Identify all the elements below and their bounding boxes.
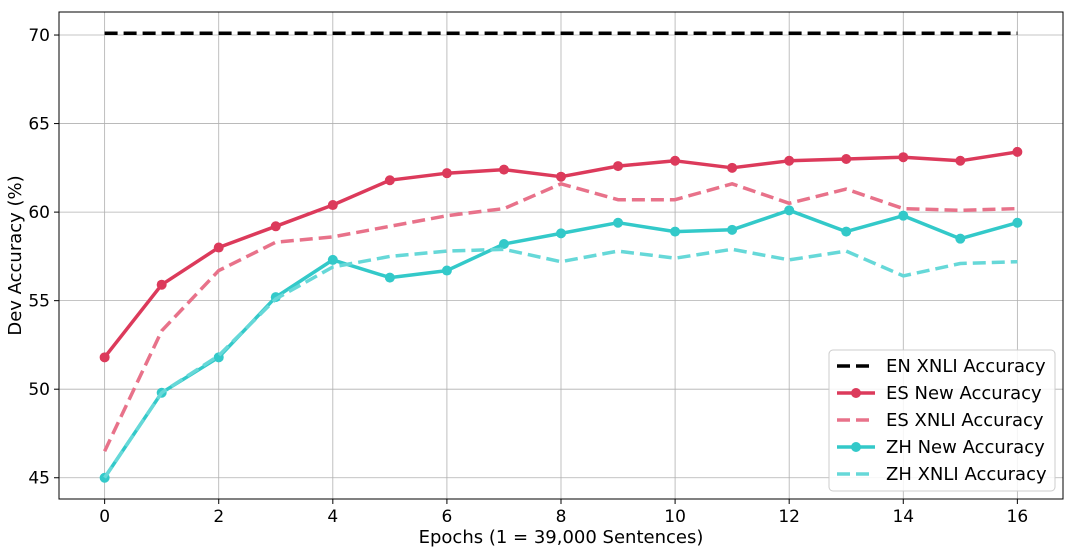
legend-box (828, 349, 1056, 492)
legend-entry: EN XNLI Accuracy (837, 356, 1046, 377)
x-tick-label: 10 (664, 507, 686, 527)
y-tick-label: 50 (28, 380, 50, 400)
axis-ticks: 0 2 4 6 8 10 12 14 16 45 50 55 60 65 70 (28, 26, 1028, 527)
x-tick-label: 14 (892, 507, 914, 527)
data-point (498, 238, 509, 249)
legend-label: ZH XNLI Accuracy (886, 464, 1047, 485)
data-point (270, 221, 281, 232)
x-tick-label: 4 (327, 507, 338, 527)
data-point (156, 279, 167, 290)
data-point (670, 155, 681, 166)
series-zh-xnli-accuracy (103, 247, 1018, 479)
x-tick-label: 0 (99, 507, 110, 527)
data-point (670, 226, 681, 237)
data-point (1012, 217, 1023, 228)
data-point (556, 171, 566, 182)
y-tick-label: 65 (28, 115, 50, 135)
data-point (384, 175, 395, 186)
legend-entry: ZH New Accuracy (837, 437, 1045, 458)
legend-entry: ES XNLI Accuracy (837, 410, 1044, 431)
data-point (327, 254, 338, 265)
legend-entry: ES New Accuracy (837, 383, 1042, 404)
data-point (898, 152, 909, 163)
series-zh-new-accuracy (99, 205, 1023, 483)
legend-marker (851, 442, 861, 452)
y-tick-label: 55 (28, 292, 50, 312)
data-point (213, 242, 224, 253)
series-lines (99, 31, 1023, 483)
y-tick-label: 70 (28, 26, 50, 46)
data-point (498, 164, 509, 175)
legend-label: ZH New Accuracy (886, 437, 1045, 458)
legend-label: ES New Accuracy (886, 383, 1042, 404)
legend-label: EN XNLI Accuracy (886, 356, 1046, 377)
data-point (441, 265, 452, 276)
series-line (103, 247, 1018, 479)
data-point (955, 233, 966, 244)
x-axis-title: Epochs (1 = 39,000 Sentences) (419, 527, 704, 548)
data-point (841, 153, 852, 164)
data-point (613, 217, 624, 228)
series-es-xnli-accuracy (103, 182, 1018, 452)
data-point (1012, 146, 1023, 157)
data-point (441, 168, 452, 179)
x-tick-label: 6 (441, 507, 452, 527)
y-tick-label: 45 (28, 469, 50, 489)
data-point (99, 352, 110, 363)
data-point (384, 272, 395, 283)
legend-marker (851, 388, 861, 398)
x-tick-label: 2 (213, 507, 224, 527)
x-tick-label: 8 (556, 507, 567, 527)
y-tick-label: 60 (28, 203, 50, 223)
x-tick-label: 12 (778, 507, 800, 527)
data-point (841, 226, 852, 237)
data-point (727, 162, 738, 173)
series-line (103, 182, 1018, 452)
legend-label: ES XNLI Accuracy (886, 410, 1044, 431)
x-tick-label: 16 (1007, 507, 1029, 527)
data-point (955, 155, 966, 166)
legend-entry: ZH XNLI Accuracy (837, 464, 1047, 485)
data-point (784, 205, 795, 216)
legend: EN XNLI Accuracy ES New Accuracy ES XNLI A… (828, 349, 1056, 492)
data-point (556, 228, 566, 239)
data-point (727, 224, 738, 235)
data-point (898, 210, 909, 221)
data-point (327, 200, 338, 211)
data-point (784, 155, 795, 166)
data-point (613, 161, 624, 172)
y-axis-title: Dev Accuracy (%) (5, 175, 26, 335)
series-es-new-accuracy (99, 146, 1023, 363)
